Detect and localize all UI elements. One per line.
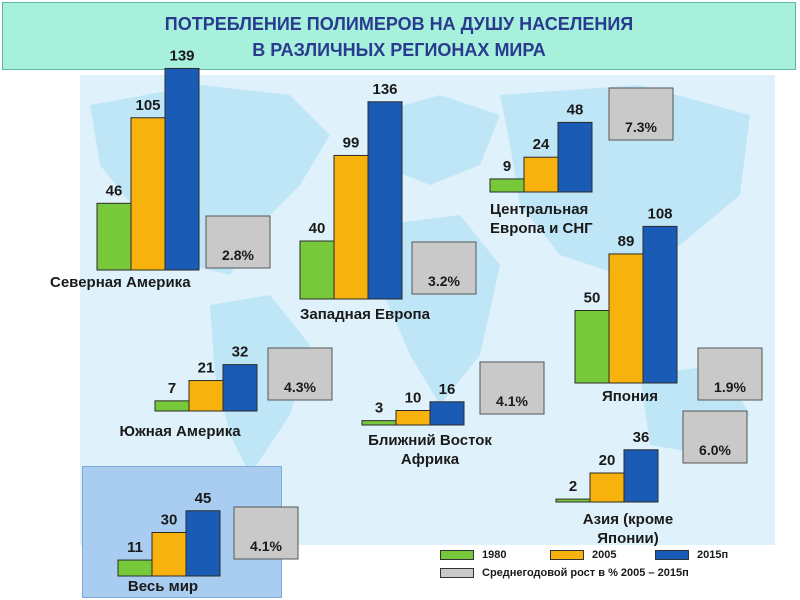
growth-label-2: 7.3% (625, 119, 657, 135)
legend: 1980 2005 2015п Среднегодовой рост в % 2… (440, 548, 770, 588)
bar-4-1 (188, 380, 224, 412)
bar-7-1 (151, 532, 187, 577)
bar-2-0 (489, 178, 525, 193)
region-label-4-0: Южная Америка (119, 423, 241, 440)
growth-box-1 (411, 241, 477, 295)
bar-6-0 (555, 498, 591, 503)
region-label-2-0: Центральная (490, 201, 588, 218)
bar-2-1 (523, 156, 559, 193)
region-label-6-1: Японии) (597, 530, 659, 547)
region-label-5-1: Африка (401, 451, 460, 468)
data-label-6-2: 36 (633, 429, 650, 446)
region-label-0-0: Северная Америка (50, 274, 191, 291)
bar-7-0 (117, 559, 153, 577)
data-label-6-0: 2 (569, 478, 577, 495)
bar-3-2 (642, 225, 678, 384)
data-label-1-0: 40 (309, 220, 326, 237)
region-label-5-0: Ближний Восток (368, 432, 492, 449)
growth-box-0 (205, 215, 271, 269)
data-label-1-2: 136 (372, 81, 397, 98)
region-label-2-1: Европа и СНГ (490, 220, 593, 237)
growth-box-5 (479, 361, 545, 415)
bar-0-0 (96, 202, 132, 271)
growth-label-5: 4.1% (496, 393, 528, 409)
bar-5-1 (395, 410, 431, 426)
title-banner: ПОТРЕБЛЕНИЕ ПОЛИМЕРОВ НА ДУШУ НАСЕЛЕНИЯ … (2, 2, 796, 70)
data-label-5-2: 16 (439, 381, 456, 398)
legend-swatch-2005 (550, 550, 584, 560)
growth-box-2 (608, 87, 674, 141)
region-label-1-0: Западная Европа (300, 306, 431, 323)
growth-label-4: 4.3% (284, 379, 316, 395)
region-label-6-0: Азия (кроме (583, 511, 674, 528)
bar-6-1 (589, 472, 625, 503)
data-label-7-1: 30 (161, 512, 178, 529)
legend-label-2005: 2005 (592, 549, 617, 561)
bar-4-0 (154, 400, 190, 412)
data-label-2-0: 9 (503, 158, 511, 175)
growth-label-6: 6.0% (699, 442, 731, 458)
data-label-7-2: 45 (195, 490, 212, 507)
growth-label-1: 3.2% (428, 273, 460, 289)
legend-label-2015: 2015п (697, 549, 729, 561)
bar-0-2 (164, 67, 200, 271)
data-label-6-1: 20 (599, 452, 616, 469)
data-label-0-2: 139 (169, 47, 194, 64)
growth-label-7: 4.1% (250, 538, 282, 554)
growth-label-0: 2.8% (222, 247, 254, 263)
data-label-2-1: 24 (533, 136, 550, 153)
data-label-4-1: 21 (198, 360, 215, 377)
legend-swatch-2015 (655, 550, 689, 560)
growth-label-3: 1.9% (714, 379, 746, 395)
data-label-7-0: 11 (127, 539, 143, 556)
data-label-4-2: 32 (232, 344, 249, 361)
bar-1-2 (367, 101, 403, 300)
title-line-1: ПОТРЕБЛЕНИЕ ПОЛИМЕРОВ НА ДУШУ НАСЕЛЕНИЯ (164, 14, 634, 34)
legend-swatch-growth (440, 568, 474, 578)
data-label-3-2: 108 (647, 205, 672, 222)
growth-box-3 (697, 347, 763, 401)
legend-label-1980: 1980 (482, 549, 507, 561)
bar-3-0 (574, 310, 610, 384)
bar-4-2 (222, 364, 258, 412)
data-label-4-0: 7 (168, 380, 176, 397)
data-label-0-0: 46 (106, 182, 123, 199)
bar-6-2 (623, 449, 659, 503)
region-label-7-0: Весь мир (128, 578, 198, 595)
bar-5-2 (429, 401, 465, 426)
region-label-3-0: Япония (602, 388, 658, 405)
bar-2-2 (557, 121, 593, 193)
legend-swatch-1980 (440, 550, 474, 560)
bar-7-2 (185, 510, 221, 577)
growth-box-4 (267, 347, 333, 401)
data-label-3-0: 50 (584, 290, 601, 307)
growth-box-6 (682, 410, 748, 464)
data-label-5-1: 10 (405, 390, 422, 407)
bar-3-1 (608, 253, 644, 384)
data-label-1-1: 99 (343, 134, 360, 151)
bar-1-1 (333, 154, 369, 300)
bar-0-1 (130, 117, 166, 271)
data-label-3-1: 89 (618, 233, 635, 250)
data-label-0-1: 105 (135, 97, 160, 114)
title-line-2: В РАЗЛИЧНЫХ РЕГИОНАХ МИРА (252, 40, 546, 60)
bar-5-0 (361, 420, 397, 426)
legend-label-growth: Среднегодовой рост в % 2005 – 2015п (482, 567, 689, 579)
bar-1-0 (299, 240, 335, 300)
data-label-5-0: 3 (375, 400, 383, 417)
growth-box-7 (233, 506, 299, 560)
data-label-2-2: 48 (567, 101, 584, 118)
